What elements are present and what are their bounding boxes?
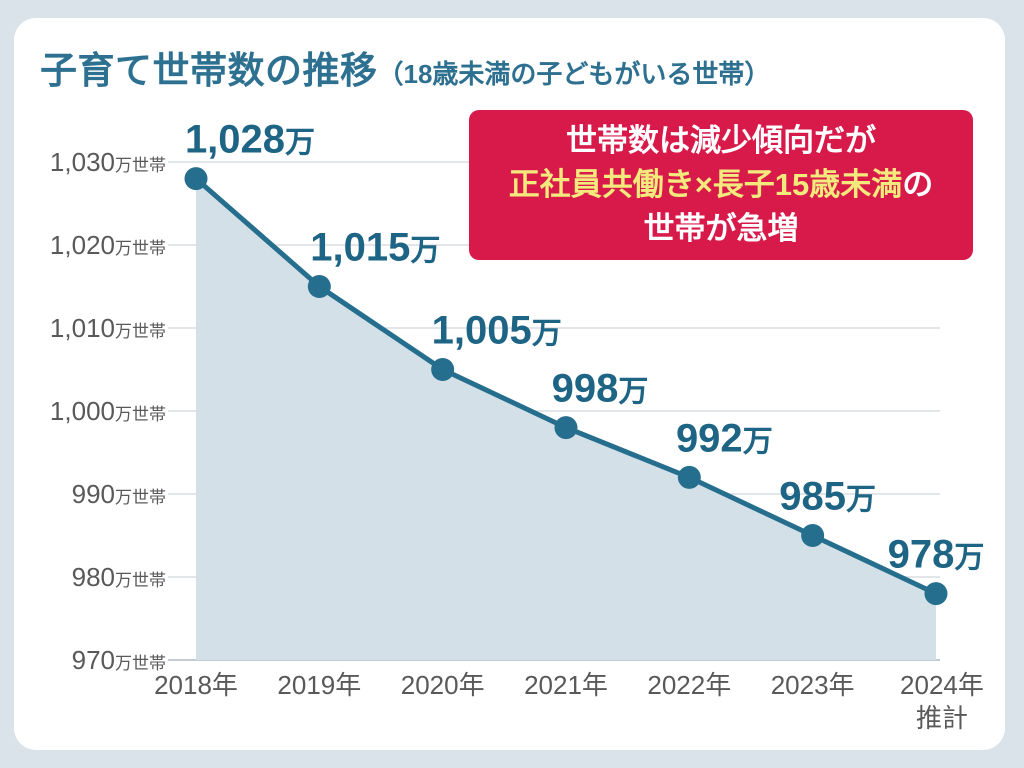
page-title: 子育て世帯数の推移 （18歳未満の子どもがいる世帯） — [40, 40, 770, 94]
data-point — [554, 416, 578, 440]
x-axis-label: 2018年 — [154, 670, 238, 700]
callout-box: 世帯数は減少傾向だが 正社員共働き×長子15歳未満の 世帯が急増 — [469, 110, 973, 260]
x-axis-label: 2019年 — [277, 670, 361, 700]
x-axis-label: 2022年 — [647, 670, 731, 700]
callout-line-2-tail: の — [902, 167, 934, 202]
data-point-label: 1,015万 — [310, 226, 440, 270]
x-axis-label: 2024年推計 — [900, 670, 984, 733]
data-point — [184, 167, 208, 191]
area-fill — [196, 178, 936, 660]
data-point — [431, 358, 455, 381]
x-axis-label: 2020年 — [401, 670, 485, 700]
data-point-label: 992万 — [676, 416, 773, 460]
data-point-label: 1,005万 — [432, 309, 562, 353]
data-point — [924, 582, 948, 606]
x-axis-label: 2021年 — [524, 670, 608, 700]
data-point — [677, 465, 701, 489]
y-axis-label: 1,030万世帯 — [50, 147, 166, 177]
x-axis-label: 2023年 — [771, 670, 855, 700]
y-axis-label: 1,000万世帯 — [50, 396, 166, 426]
callout-line-1: 世帯数は減少傾向だが — [566, 123, 876, 158]
data-point-label: 998万 — [552, 367, 649, 411]
y-axis-label: 990万世帯 — [72, 479, 166, 509]
callout-highlight: 正社員共働き×長子15歳未満 — [508, 167, 903, 202]
data-point-label: 978万 — [888, 533, 985, 577]
y-axis-label: 1,020万世帯 — [50, 230, 166, 260]
callout-line-3: 世帯が急増 — [643, 211, 799, 246]
y-axis-label: 970万世帯 — [72, 645, 166, 675]
data-point-label: 985万 — [779, 475, 876, 519]
data-point-label: 1,028万 — [185, 118, 315, 162]
page-title-main: 子育て世帯数の推移 — [40, 50, 378, 91]
y-axis-label: 1,010万世帯 — [50, 313, 166, 343]
page-title-sub: （18歳未満の子どもがいる世帯） — [377, 59, 771, 89]
data-point — [307, 275, 331, 298]
callout-line-2: 正社員共働き×長子15歳未満の — [469, 163, 973, 207]
data-point — [801, 524, 825, 547]
y-axis-label: 980万世帯 — [72, 562, 166, 592]
